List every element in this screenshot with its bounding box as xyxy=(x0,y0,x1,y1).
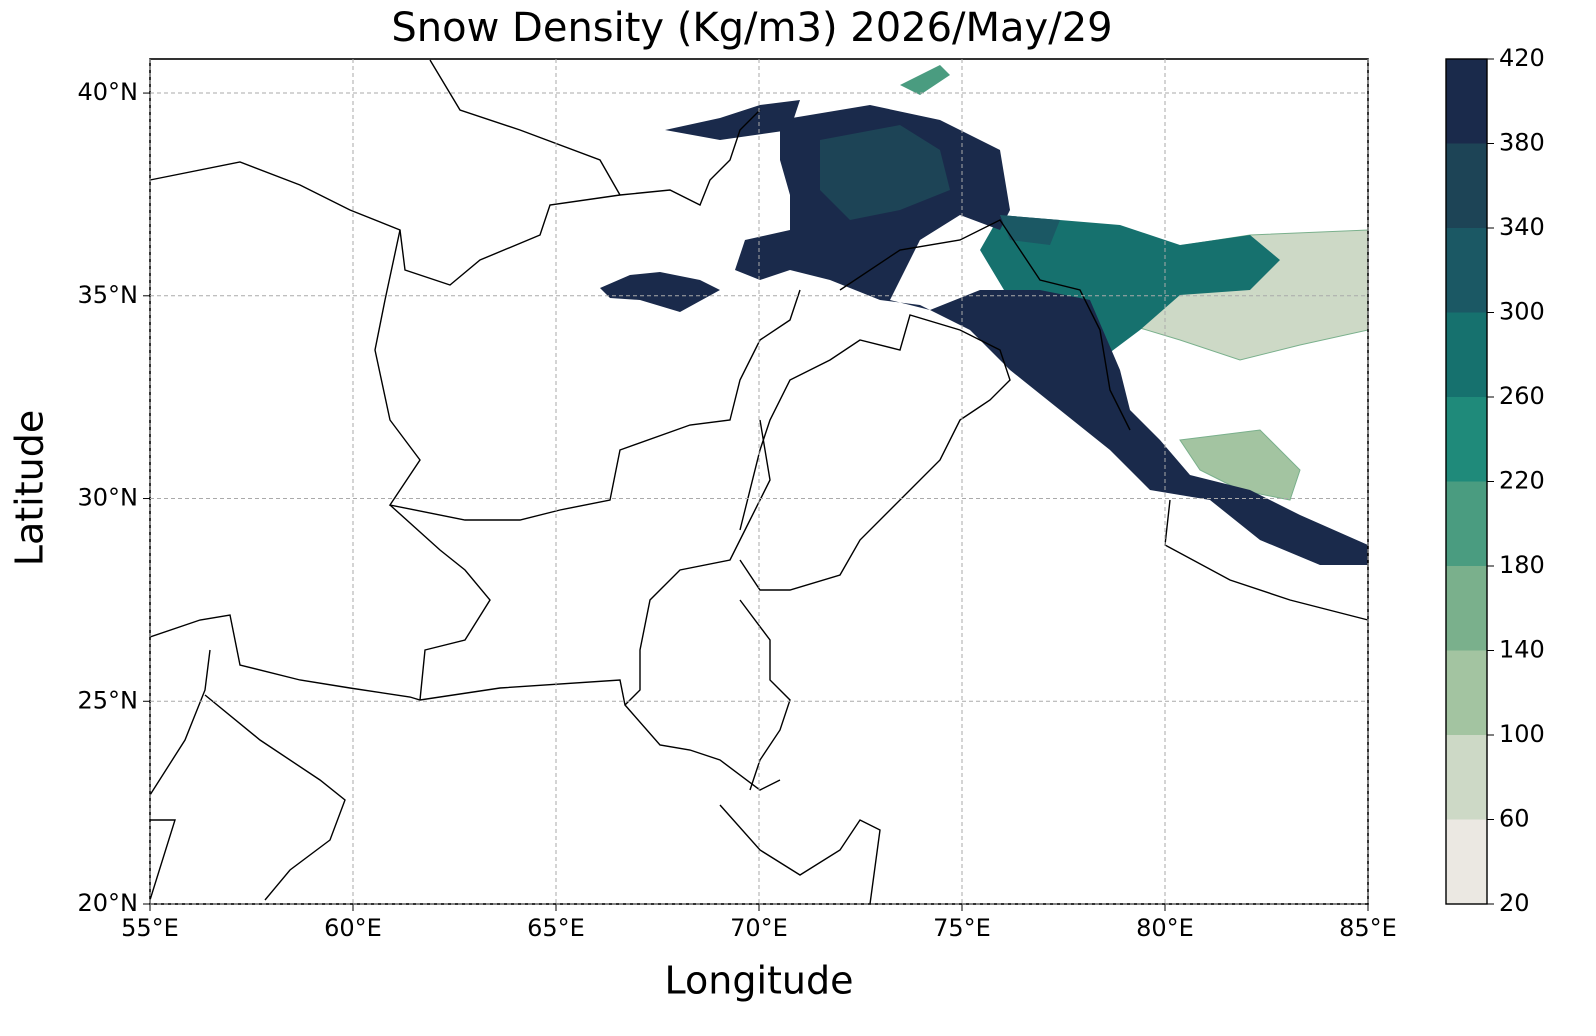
coastlines-borders xyxy=(149,59,1369,905)
y-tick-label: 30°N xyxy=(78,484,139,512)
y-tick-label: 35°N xyxy=(78,281,139,309)
colorbar-tick-label: 420 xyxy=(1499,44,1545,72)
colorbar-band xyxy=(1446,59,1487,144)
snow-field xyxy=(600,65,1369,565)
colorbar-band xyxy=(1446,312,1487,397)
x-tick-label: 80°E xyxy=(1136,914,1194,942)
x-tick-label: 55°E xyxy=(121,914,179,942)
colorbar-band xyxy=(1446,566,1487,651)
colorbar-band xyxy=(1446,481,1487,566)
x-tick-label: 70°E xyxy=(730,914,788,942)
x-tick-label: 75°E xyxy=(933,914,991,942)
colorbar-band xyxy=(1446,397,1487,482)
colorbar-tick-label: 220 xyxy=(1499,467,1545,495)
colorbar-tick-label: 20 xyxy=(1499,889,1530,917)
colorbar-tick-label: 340 xyxy=(1499,213,1545,241)
y-tick-label: 25°N xyxy=(78,686,139,714)
x-tick-label: 65°E xyxy=(527,914,585,942)
colorbar-tick-label: 260 xyxy=(1499,382,1545,410)
colorbar-tick-label: 60 xyxy=(1499,805,1530,833)
y-axis-label: Latitude xyxy=(8,410,52,566)
chart-title: Snow Density (Kg/m3) 2026/May/29 xyxy=(391,5,1112,51)
y-tick-label: 20°N xyxy=(78,889,139,917)
x-axis-label: Longitude xyxy=(665,959,854,1003)
colorbar-band xyxy=(1446,143,1487,228)
colorbar-tick-label: 140 xyxy=(1499,636,1545,664)
colorbar-band xyxy=(1446,228,1487,313)
colorbar-tick-label: 100 xyxy=(1499,720,1545,748)
y-tick-label: 40°N xyxy=(78,78,139,106)
x-tick-label: 85°E xyxy=(1339,914,1397,942)
colorbar-tick-label: 380 xyxy=(1499,129,1545,157)
colorbar-tick-label: 300 xyxy=(1499,298,1545,326)
colorbar-band xyxy=(1446,650,1487,735)
x-tick-label: 60°E xyxy=(324,914,382,942)
colorbar-band xyxy=(1446,735,1487,820)
colorbar-band xyxy=(1446,819,1487,904)
colorbar-tick-label: 180 xyxy=(1499,551,1545,579)
